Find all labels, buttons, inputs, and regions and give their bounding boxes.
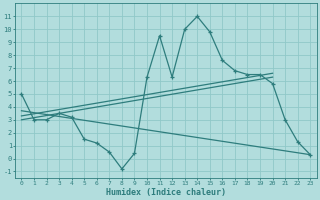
X-axis label: Humidex (Indice chaleur): Humidex (Indice chaleur) <box>106 188 226 197</box>
